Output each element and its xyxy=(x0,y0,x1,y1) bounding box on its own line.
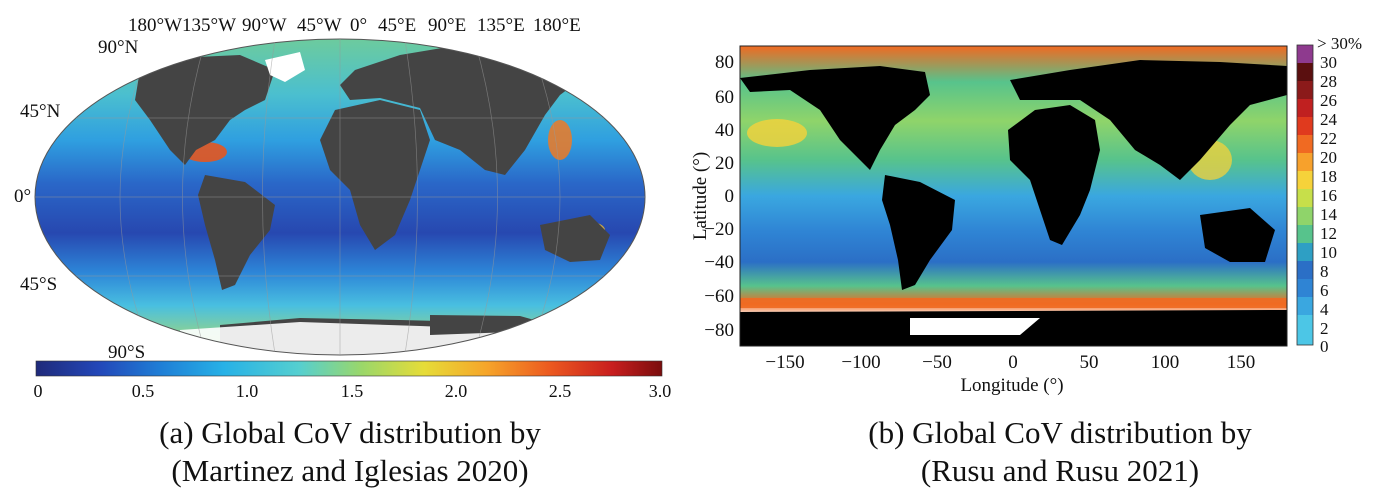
lon-label: 180°E xyxy=(533,15,581,36)
panel-b-latlon-map: 80 60 40 20 0 −20 −40 −60 −80 Latitude (… xyxy=(690,0,1380,503)
graticule-a xyxy=(35,39,645,355)
lat-label: 0° xyxy=(14,186,31,207)
colorbar-tick: 14 xyxy=(1320,205,1338,224)
colorbar-tick: 2.5 xyxy=(549,381,572,401)
colorbar-tick: 26 xyxy=(1320,91,1337,110)
y-tick: 0 xyxy=(725,186,735,207)
colorbar-tick: 6 xyxy=(1320,281,1329,300)
lon-label: 45°E xyxy=(378,15,416,36)
colorbar-tick: 16 xyxy=(1320,186,1337,205)
lon-label: 45°W xyxy=(297,15,342,36)
colorbar-b-ticks: > 30% 30 28 26 24 22 20 18 16 14 12 10 8… xyxy=(1317,34,1362,356)
y-tick: −20 xyxy=(704,219,734,240)
lon-label: 0° xyxy=(350,15,367,36)
map-b-body xyxy=(740,46,1287,346)
colorbar-b xyxy=(1296,44,1314,346)
y-ticks-b: 80 60 40 20 0 −20 −40 −60 −80 xyxy=(704,52,734,341)
y-tick: 60 xyxy=(715,87,734,108)
land-a xyxy=(135,45,610,355)
colorbar-tick: 8 xyxy=(1320,262,1329,281)
y-axis-label-b: Latitude (°) xyxy=(690,152,711,240)
caption-a-line2: (Martinez and Iglesias 2020) xyxy=(171,453,529,488)
x-tick: 0 xyxy=(1008,352,1018,373)
x-tick: 100 xyxy=(1151,352,1180,373)
y-tick: −60 xyxy=(704,286,734,307)
x-axis-label-b: Longitude (°) xyxy=(960,375,1063,396)
x-tick: 150 xyxy=(1227,352,1256,373)
colorbar-tick: 1.5 xyxy=(341,381,364,401)
colorbar-tick: 2.0 xyxy=(445,381,468,401)
caption-a: (a) Global CoV distribution by (Martinez… xyxy=(60,414,640,490)
caption-b-line1: (b) Global CoV distribution by xyxy=(868,415,1252,450)
x-ticks-b: −150 −100 −50 0 50 100 150 xyxy=(765,352,1255,373)
colorbar-tick: 10 xyxy=(1320,243,1337,262)
map-b-frame xyxy=(739,45,1288,347)
y-tick: −40 xyxy=(704,252,734,273)
colorbar-tick: 3.0 xyxy=(649,381,672,401)
lat-labels-a: 90°N 45°N 0° 45°S 90°S xyxy=(14,37,145,363)
panel-a-robinson-map: 180°W 135°W 90°W 45°W 0° 45°E 90°E 135°E… xyxy=(14,15,672,490)
y-tick: 20 xyxy=(715,153,734,174)
lat-label: 90°N xyxy=(98,37,139,58)
caption-a-line1: (a) Global CoV distribution by xyxy=(159,415,541,450)
panel-a-figure: 180°W 135°W 90°W 45°W 0° 45°E 90°E 135°E… xyxy=(14,15,672,401)
colorbar-tick: 1.0 xyxy=(236,381,259,401)
colorbar-tick: 18 xyxy=(1320,167,1337,186)
colorbar-tick: 4 xyxy=(1320,300,1329,319)
colorbar-tick: 0 xyxy=(34,381,43,401)
y-tick: −80 xyxy=(704,320,734,341)
colorbar-tick: 20 xyxy=(1320,148,1337,167)
x-tick: −100 xyxy=(841,352,880,373)
lon-label: 180°W xyxy=(128,15,182,36)
colorbar-a xyxy=(35,360,663,377)
x-tick: −50 xyxy=(922,352,952,373)
lon-label: 135°W xyxy=(182,15,236,36)
colorbar-tick: 28 xyxy=(1320,72,1337,91)
colorbar-tick: 22 xyxy=(1320,129,1337,148)
colorbar-tick: > 30% xyxy=(1317,34,1362,53)
colorbar-tick: 24 xyxy=(1320,110,1338,129)
lon-labels-a: 180°W 135°W 90°W 45°W 0° 45°E 90°E 135°E… xyxy=(128,15,581,36)
lat-label: 45°N xyxy=(20,101,61,122)
colorbar-tick: 30 xyxy=(1320,53,1337,72)
lon-label: 90°W xyxy=(242,15,287,36)
lat-label: 45°S xyxy=(20,274,57,295)
caption-b-line2: (Rusu and Rusu 2021) xyxy=(920,453,1200,488)
x-tick: 50 xyxy=(1080,352,1099,373)
land-b xyxy=(740,60,1287,346)
x-tick: −150 xyxy=(765,352,804,373)
lon-label: 135°E xyxy=(477,15,525,36)
y-tick: 80 xyxy=(715,52,734,73)
colorbar-tick: 0.5 xyxy=(132,381,155,401)
colorbar-tick: 0 xyxy=(1320,337,1329,356)
caption-b: (b) Global CoV distribution by (Rusu and… xyxy=(780,414,1340,490)
colorbar-a-ticks: 0 0.5 1.0 1.5 2.0 2.5 3.0 xyxy=(34,381,672,401)
y-tick: 40 xyxy=(715,120,734,141)
lon-label: 90°E xyxy=(428,15,466,36)
panel-b-figure: 80 60 40 20 0 −20 −40 −60 −80 Latitude (… xyxy=(690,34,1362,396)
colorbar-tick: 2 xyxy=(1320,319,1329,338)
lat-label: 90°S xyxy=(108,342,145,363)
colorbar-tick: 12 xyxy=(1320,224,1337,243)
